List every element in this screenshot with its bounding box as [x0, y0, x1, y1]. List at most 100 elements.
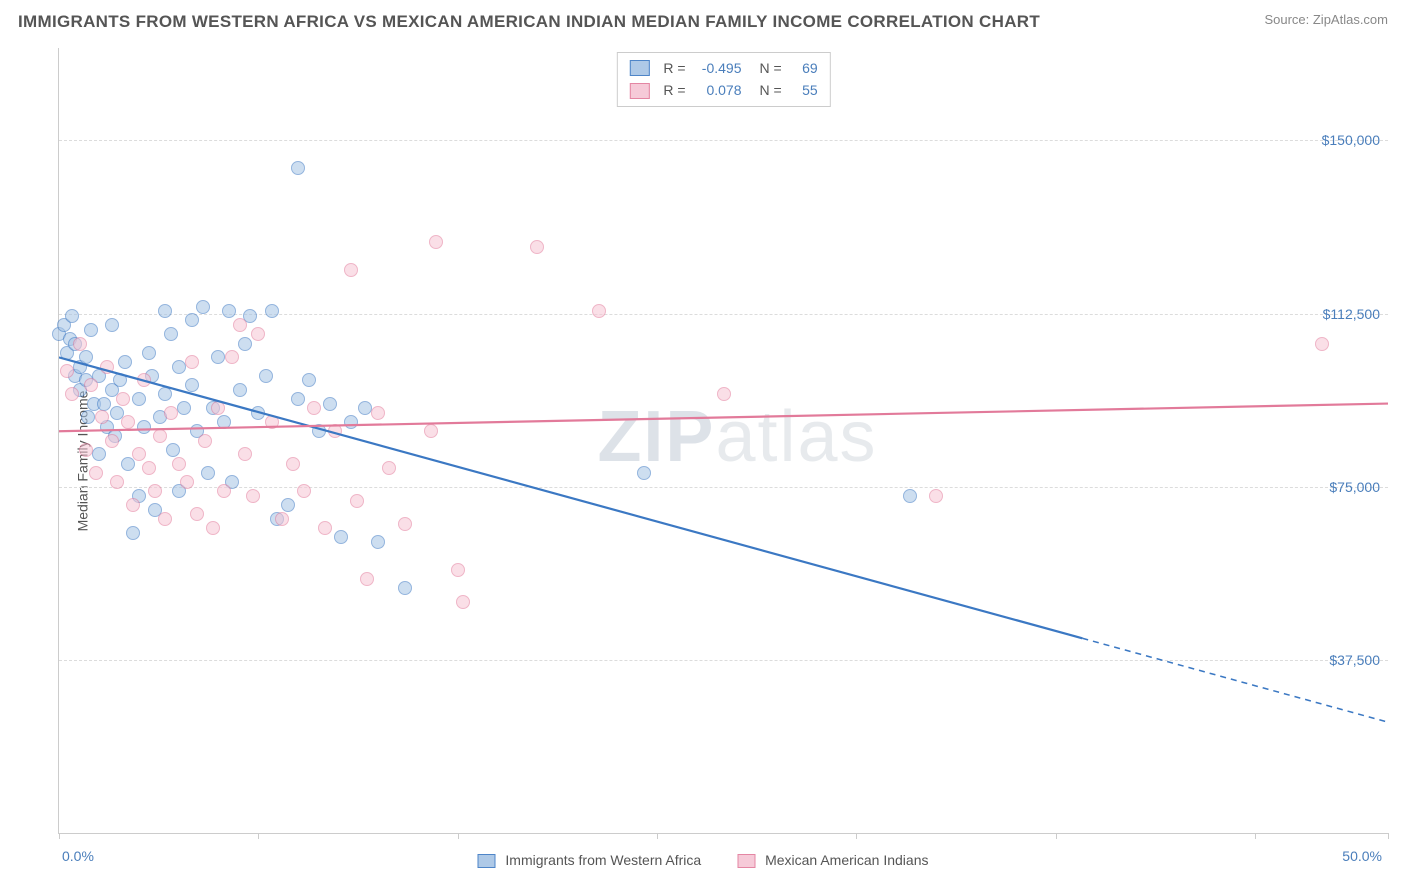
gridline [59, 140, 1388, 141]
data-point [148, 484, 162, 498]
legend-row-blue: R = -0.495 N = 69 [629, 57, 817, 79]
data-point [334, 530, 348, 544]
data-point [211, 350, 225, 364]
data-point [132, 392, 146, 406]
data-point [318, 521, 332, 535]
data-point [398, 581, 412, 595]
data-point [225, 350, 239, 364]
data-point [929, 489, 943, 503]
trend-lines-layer [59, 48, 1388, 833]
data-point [717, 387, 731, 401]
data-point [265, 415, 279, 429]
data-point [166, 443, 180, 457]
data-point [142, 461, 156, 475]
gridline [59, 660, 1388, 661]
data-point [217, 484, 231, 498]
watermark: ZIPatlas [597, 395, 877, 477]
watermark-zip: ZIP [597, 396, 715, 476]
data-point [89, 466, 103, 480]
legend-swatch-pink [629, 83, 649, 99]
gridline [59, 487, 1388, 488]
source-attribution: Source: ZipAtlas.com [1264, 12, 1388, 27]
data-point [201, 466, 215, 480]
legend-n-value-blue: 69 [790, 57, 818, 79]
data-point [275, 512, 289, 526]
legend-n-label: N = [760, 79, 782, 101]
data-point [251, 406, 265, 420]
x-tick [1056, 833, 1057, 839]
data-point [164, 406, 178, 420]
gridline [59, 314, 1388, 315]
data-point [158, 512, 172, 526]
data-point [113, 373, 127, 387]
data-point [206, 521, 220, 535]
data-point [371, 406, 385, 420]
data-point [110, 475, 124, 489]
legend-label-pink: Mexican American Indians [765, 852, 928, 868]
source-prefix: Source: [1264, 12, 1312, 27]
data-point [358, 401, 372, 415]
data-point [233, 318, 247, 332]
data-point [198, 434, 212, 448]
data-point [177, 401, 191, 415]
data-point [137, 373, 151, 387]
data-point [211, 401, 225, 415]
data-point [328, 424, 342, 438]
data-point [222, 304, 236, 318]
data-point [344, 263, 358, 277]
data-point [158, 304, 172, 318]
legend-r-value-blue: -0.495 [694, 57, 742, 79]
series-legend: Immigrants from Western Africa Mexican A… [478, 852, 929, 868]
data-point [116, 392, 130, 406]
data-point [126, 526, 140, 540]
source-link[interactable]: ZipAtlas.com [1313, 12, 1388, 27]
data-point [190, 507, 204, 521]
x-tick [458, 833, 459, 839]
data-point [382, 461, 396, 475]
data-point [302, 373, 316, 387]
legend-label-blue: Immigrants from Western Africa [505, 852, 701, 868]
data-point [73, 337, 87, 351]
legend-row-pink: R = 0.078 N = 55 [629, 79, 817, 101]
data-point [350, 494, 364, 508]
data-point [196, 300, 210, 314]
data-point [1315, 337, 1329, 351]
y-tick-label: $75,000 [1329, 479, 1380, 495]
y-tick-label: $112,500 [1323, 306, 1380, 322]
data-point [84, 378, 98, 392]
data-point [398, 517, 412, 531]
data-point [246, 489, 260, 503]
data-point [81, 410, 95, 424]
y-tick-label: $150,000 [1322, 132, 1380, 148]
data-point [291, 161, 305, 175]
data-point [259, 369, 273, 383]
data-point [286, 457, 300, 471]
data-point [251, 327, 265, 341]
chart-container: Median Family Income ZIPatlas R = -0.495… [18, 48, 1388, 874]
data-point [172, 360, 186, 374]
x-axis-min-label: 0.0% [62, 848, 94, 864]
x-tick [1255, 833, 1256, 839]
plot-area: ZIPatlas R = -0.495 N = 69 R = 0.078 N =… [58, 48, 1388, 834]
data-point [238, 337, 252, 351]
data-point [456, 595, 470, 609]
data-point [158, 387, 172, 401]
data-point [185, 313, 199, 327]
data-point [137, 420, 151, 434]
x-axis-max-label: 50.0% [1342, 848, 1382, 864]
data-point [126, 498, 140, 512]
data-point [84, 323, 98, 337]
data-point [105, 318, 119, 332]
data-point [79, 350, 93, 364]
data-point [95, 410, 109, 424]
data-point [238, 447, 252, 461]
x-tick [856, 833, 857, 839]
data-point [265, 304, 279, 318]
legend-n-label: N = [760, 57, 782, 79]
x-tick [657, 833, 658, 839]
data-point [180, 475, 194, 489]
data-point [291, 392, 305, 406]
data-point [105, 434, 119, 448]
legend-swatch-blue [478, 854, 496, 868]
data-point [100, 360, 114, 374]
